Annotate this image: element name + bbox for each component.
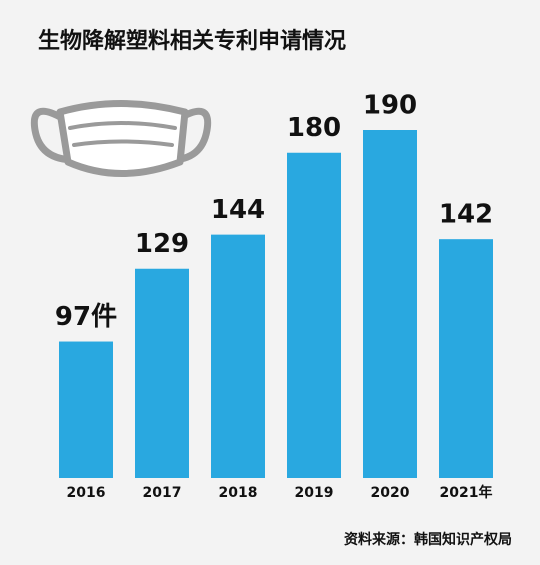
x-tick-label: 2018 <box>219 485 258 501</box>
bar <box>59 341 113 478</box>
value-label: 180 <box>287 113 341 143</box>
chart-title: 生物降解塑料相关专利申请情况 <box>38 28 346 54</box>
value-label: 129 <box>135 229 189 259</box>
bar <box>439 239 493 478</box>
bar <box>363 130 417 478</box>
mask-strap <box>166 107 212 164</box>
value-label: 144 <box>211 195 265 225</box>
x-tick-label: 2016 <box>67 485 106 501</box>
value-label: 142 <box>439 200 493 230</box>
bar <box>287 152 341 478</box>
value-label: 97件 <box>55 302 117 332</box>
x-tick-label: 2017 <box>143 485 182 501</box>
mask-body <box>56 100 189 177</box>
bar <box>135 268 189 478</box>
bar <box>211 234 265 478</box>
x-tick-label: 2020 <box>371 485 410 501</box>
value-label: 190 <box>363 91 417 121</box>
mask-icon <box>30 100 212 177</box>
mask-strap <box>30 107 79 164</box>
mask-fold <box>68 121 177 130</box>
x-tick-label: 2019 <box>295 485 334 501</box>
mask-fold <box>72 139 174 147</box>
source-note: 资料来源：韩国知识产权局 <box>344 531 512 548</box>
x-tick-label: 2021年 <box>440 484 493 501</box>
